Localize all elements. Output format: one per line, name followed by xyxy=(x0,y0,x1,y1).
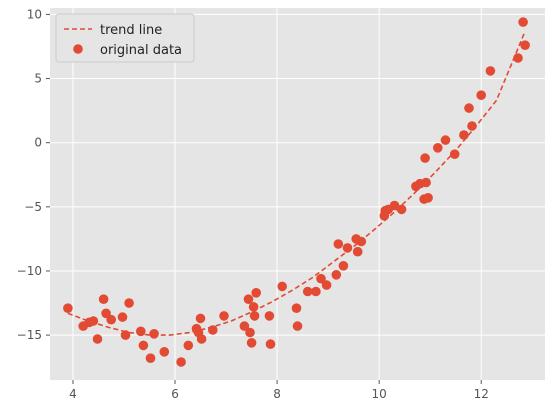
data-point xyxy=(291,303,302,314)
data-point xyxy=(464,103,474,113)
trend-line xyxy=(67,32,526,336)
data-point xyxy=(195,313,206,324)
data-point xyxy=(421,177,431,188)
data-point xyxy=(292,321,303,331)
data-point xyxy=(333,239,344,249)
data-point xyxy=(124,298,134,308)
y-tick-label: −5 xyxy=(24,200,42,214)
data-point xyxy=(467,121,477,131)
data-point xyxy=(311,286,321,297)
data-point xyxy=(183,340,194,351)
data-point xyxy=(88,316,99,326)
data-point xyxy=(356,236,367,247)
data-point xyxy=(518,17,528,27)
data-point xyxy=(251,288,261,298)
data-point xyxy=(219,311,229,321)
data-point xyxy=(239,321,250,331)
data-point xyxy=(389,200,400,211)
data-point xyxy=(316,273,326,284)
data-point xyxy=(106,314,116,325)
data-point xyxy=(145,353,156,364)
data-point xyxy=(245,327,255,338)
x-tick-label: 12 xyxy=(474,387,489,401)
data-point xyxy=(321,280,332,290)
data-point xyxy=(117,312,128,322)
legend-box xyxy=(55,13,195,63)
data-point xyxy=(277,281,288,292)
data-point xyxy=(342,243,353,253)
data-point xyxy=(352,246,363,257)
data-point xyxy=(138,340,149,351)
data-point xyxy=(338,261,349,271)
x-tick-label: 10 xyxy=(372,387,387,401)
data-point xyxy=(136,326,146,337)
plot-area xyxy=(50,8,545,380)
legend-data-label: original data xyxy=(100,43,182,58)
data-point xyxy=(176,357,186,367)
data-point xyxy=(302,286,313,297)
legend-trend-line-label: trend line xyxy=(100,23,162,38)
data-point xyxy=(63,303,73,314)
data-point xyxy=(243,294,254,305)
data-point xyxy=(208,325,218,335)
x-axis-ticks: 4 6 8 10 12 xyxy=(69,380,489,401)
data-point xyxy=(420,153,430,163)
data-point xyxy=(396,204,407,215)
data-point xyxy=(159,347,170,357)
data-point xyxy=(520,40,530,50)
y-tick-label: 5 xyxy=(34,72,42,86)
data-point xyxy=(98,294,109,305)
y-tick-label: −10 xyxy=(17,264,42,278)
data-point xyxy=(265,339,276,349)
y-axis-ticks: −15 −10 −5 0 5 10 xyxy=(17,7,50,342)
data-point xyxy=(101,308,111,319)
data-point xyxy=(440,135,451,145)
data-point xyxy=(92,334,103,344)
data-point xyxy=(246,338,257,348)
data-points-layer xyxy=(63,17,530,367)
x-tick-label: 8 xyxy=(273,387,281,401)
data-point xyxy=(449,149,460,159)
x-tick-label: 4 xyxy=(69,387,77,401)
data-point xyxy=(433,143,443,153)
data-point xyxy=(149,329,159,339)
data-point xyxy=(476,90,487,100)
grid-lines xyxy=(50,8,545,380)
data-point xyxy=(249,311,260,321)
y-tick-label: 0 xyxy=(34,136,42,150)
legend-data-swatch xyxy=(73,44,83,54)
y-tick-label: 10 xyxy=(27,7,42,21)
data-point xyxy=(196,334,207,344)
data-point xyxy=(248,302,259,312)
data-point xyxy=(459,130,469,140)
data-point xyxy=(331,270,342,280)
data-point xyxy=(264,311,275,321)
trend-line-layer xyxy=(67,32,526,336)
legend: trend line original data xyxy=(55,13,195,63)
data-point xyxy=(120,330,131,340)
data-point xyxy=(423,193,433,203)
data-point xyxy=(485,66,496,76)
x-tick-label: 6 xyxy=(171,387,179,401)
y-tick-label: −15 xyxy=(17,328,42,342)
data-point xyxy=(513,53,523,63)
